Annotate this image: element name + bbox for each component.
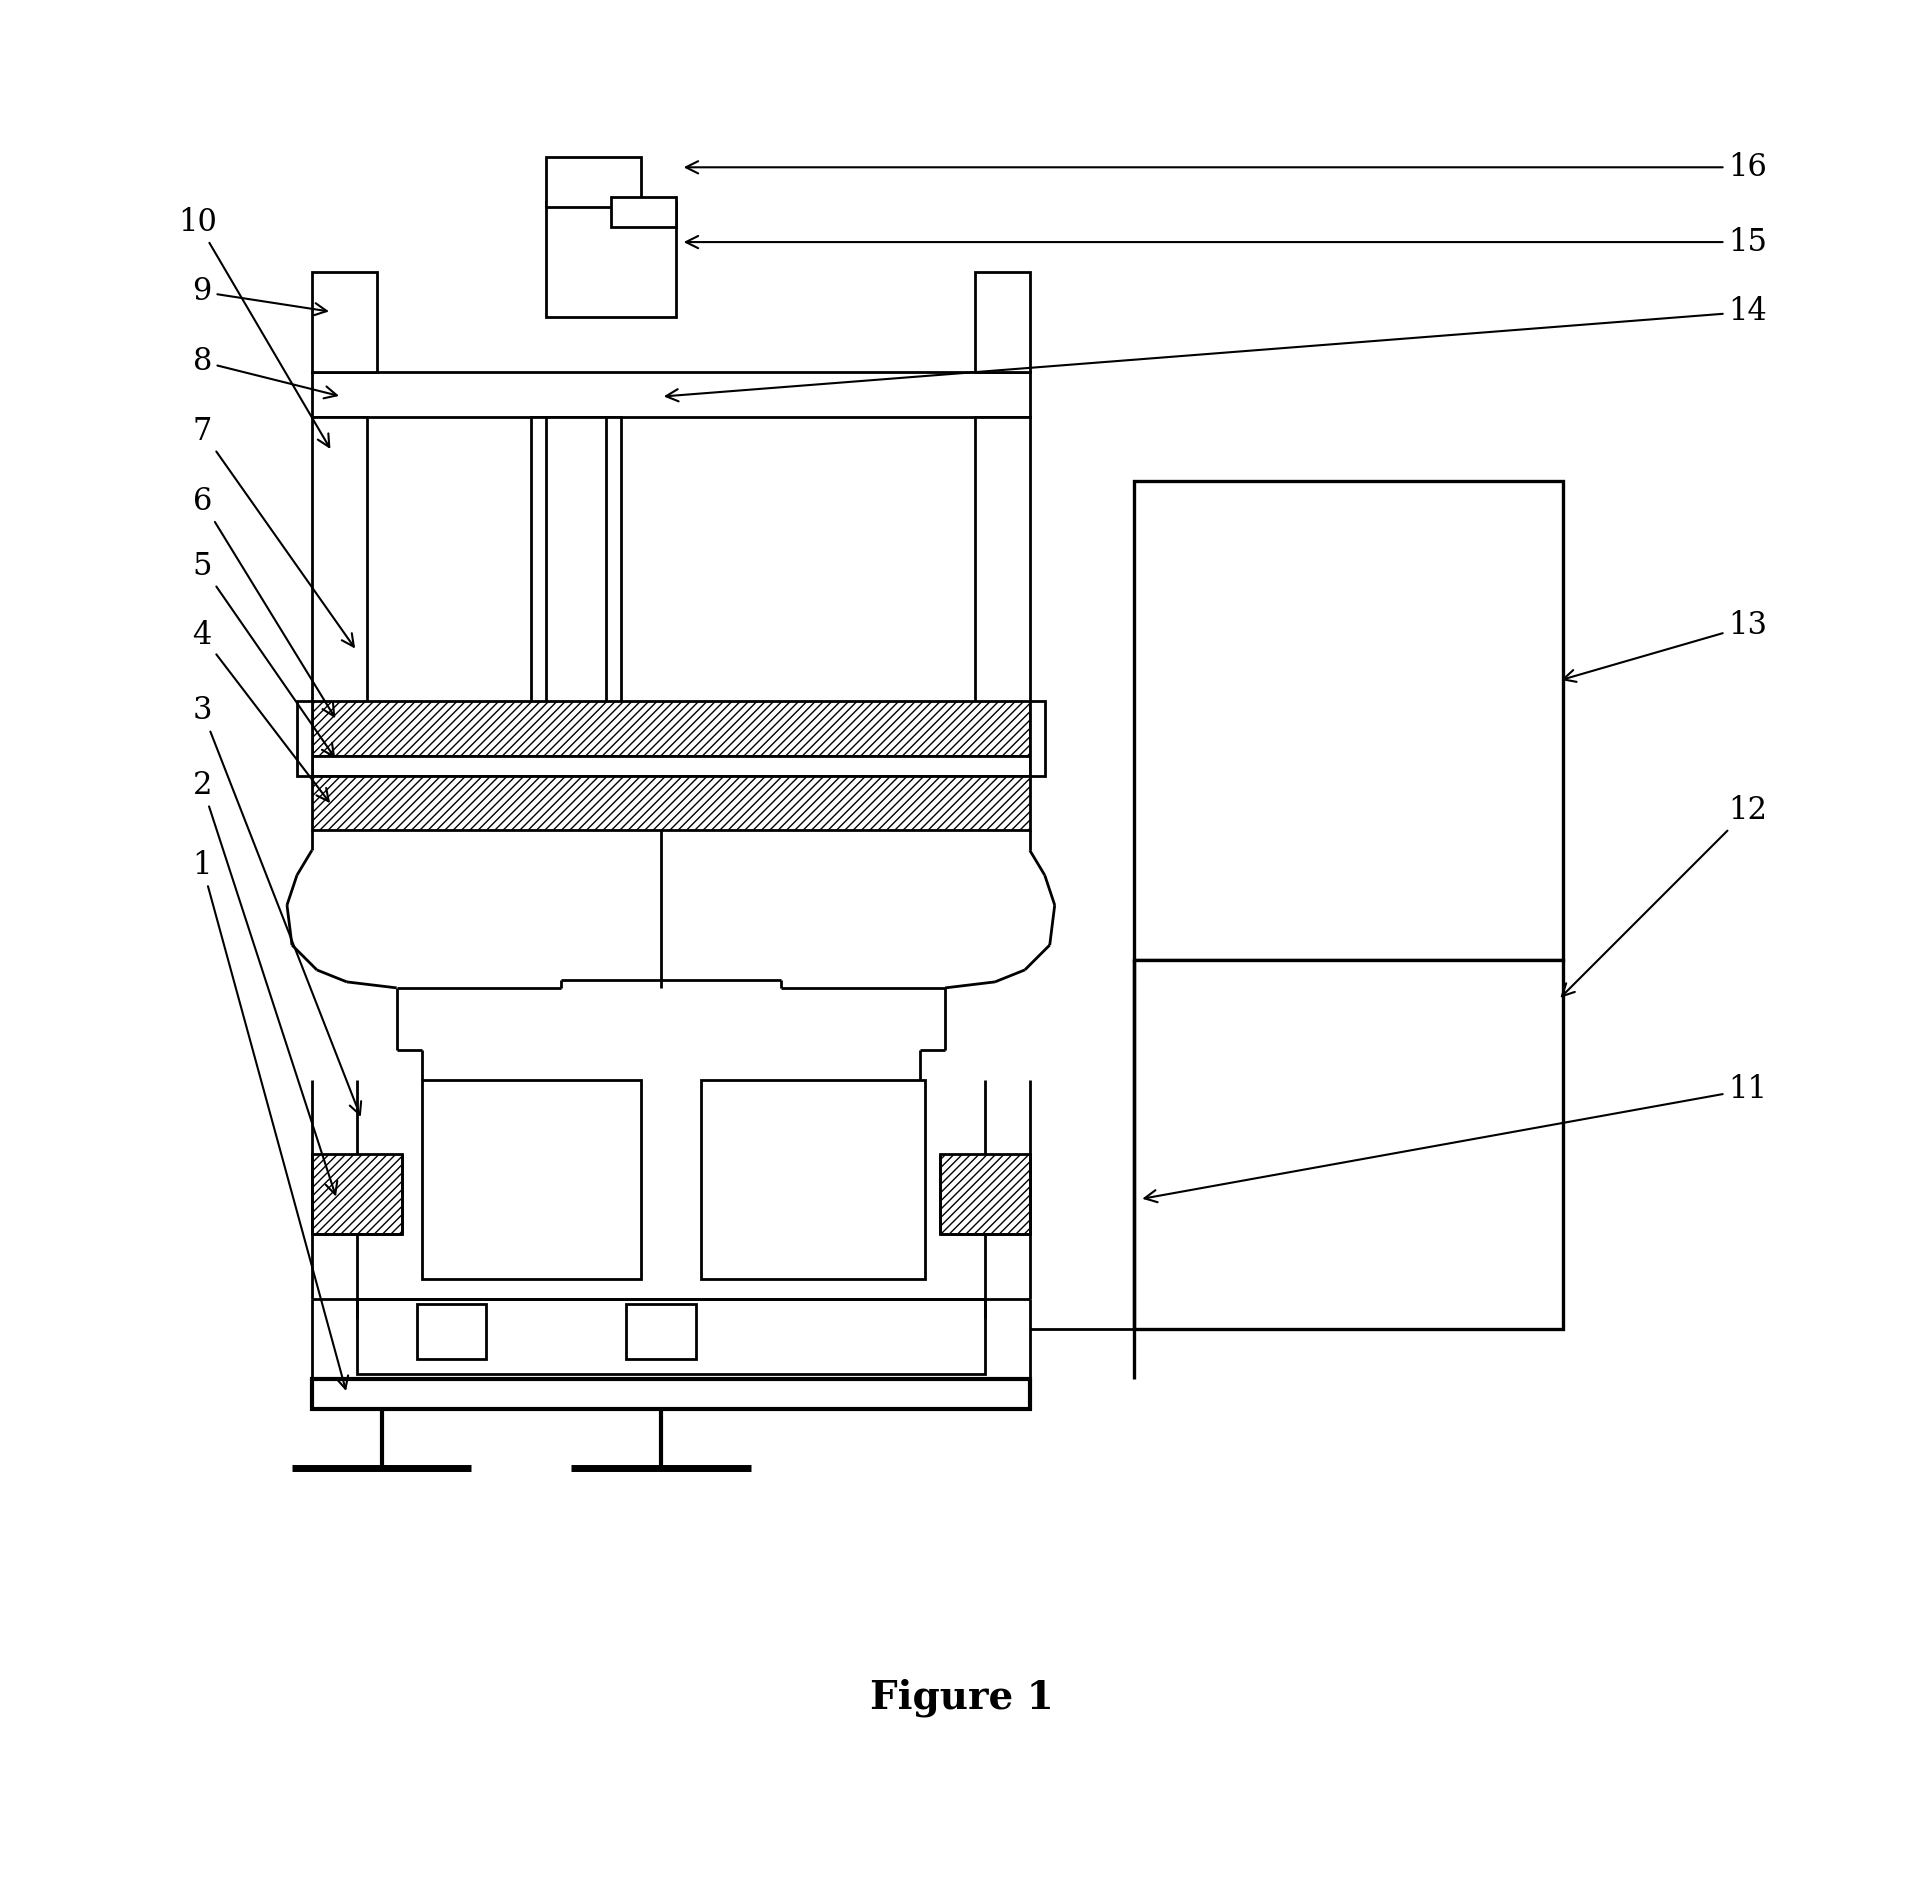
Bar	[312, 1155, 402, 1235]
Text: 10: 10	[177, 207, 329, 446]
Bar	[312, 756, 1029, 775]
Bar	[612, 198, 675, 228]
Text: Figure 1: Figure 1	[869, 1678, 1054, 1718]
Bar	[312, 701, 1029, 756]
Text: 1: 1	[192, 849, 348, 1389]
Text: 9: 9	[192, 276, 327, 315]
Text: 12: 12	[1561, 794, 1767, 996]
Bar	[546, 201, 675, 317]
Bar	[312, 416, 367, 756]
Text: 15: 15	[687, 226, 1767, 258]
Bar	[296, 701, 312, 775]
Bar	[312, 775, 1029, 830]
Bar	[312, 372, 1029, 416]
Bar	[1029, 701, 1044, 775]
Text: 16: 16	[687, 152, 1765, 182]
Bar	[700, 1079, 925, 1279]
Text: 7: 7	[192, 416, 354, 646]
Bar	[940, 1155, 1029, 1235]
Bar	[312, 1379, 1029, 1408]
Bar	[312, 272, 377, 372]
Bar	[1135, 960, 1561, 1328]
Bar	[546, 158, 640, 207]
Bar	[546, 416, 606, 705]
Text: 3: 3	[192, 695, 362, 1115]
Bar	[625, 1303, 696, 1358]
Text: 4: 4	[192, 621, 329, 802]
Bar	[1135, 481, 1561, 960]
Text: 6: 6	[192, 486, 335, 716]
Bar	[590, 416, 621, 705]
Bar	[417, 1303, 487, 1358]
Bar	[356, 1300, 985, 1374]
Text: 11: 11	[1144, 1074, 1767, 1203]
Text: 2: 2	[192, 770, 337, 1195]
Text: 8: 8	[192, 346, 337, 399]
Bar	[975, 416, 1029, 756]
Bar	[421, 1079, 640, 1279]
Text: 14: 14	[665, 296, 1765, 401]
Text: 13: 13	[1561, 610, 1767, 682]
Bar	[531, 416, 562, 705]
Text: 5: 5	[192, 551, 335, 756]
Bar	[975, 272, 1029, 372]
